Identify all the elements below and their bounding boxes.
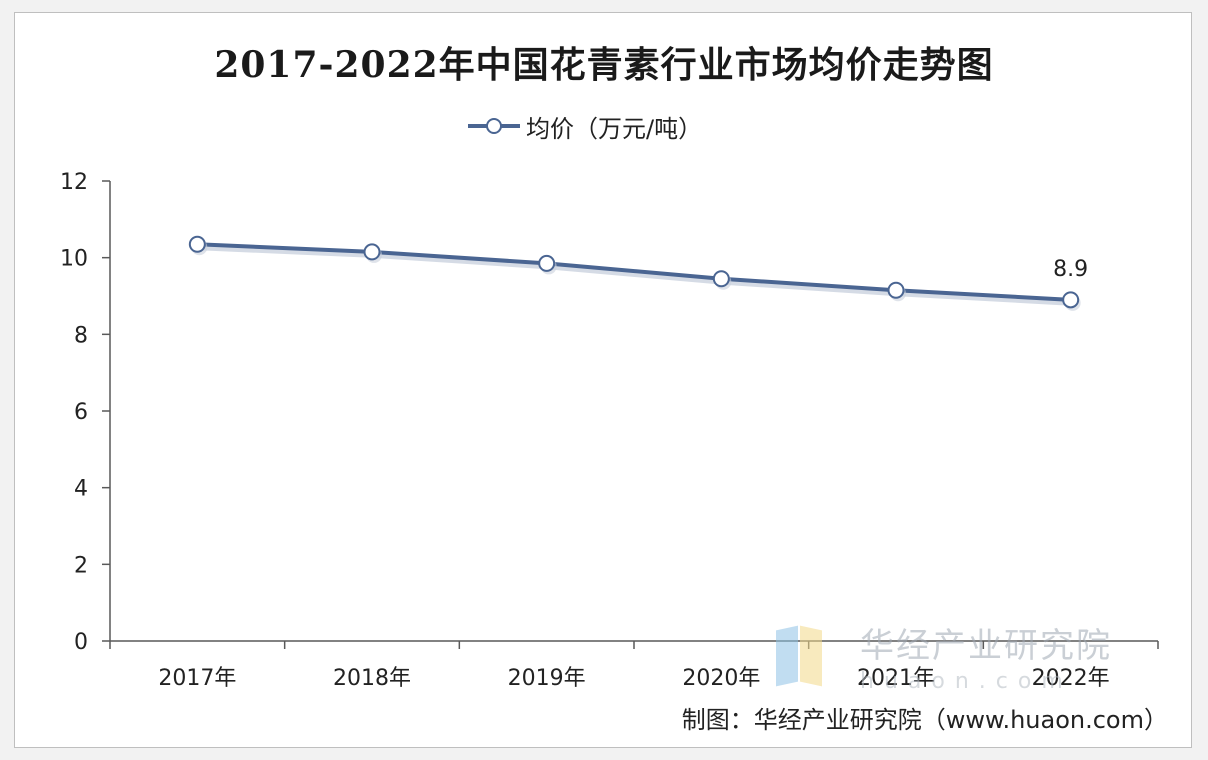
data-point: [1062, 291, 1080, 309]
y-tick-label: 2: [74, 553, 88, 578]
chart-frame: [14, 12, 1192, 748]
series-line: [197, 242, 1071, 302]
watermark-logo-icon: [776, 624, 832, 688]
y-tick-label: 12: [60, 170, 88, 195]
source-note: 制图：华经产业研究院（www.huaon.com）: [681, 706, 1168, 734]
legend: 均价（万元/吨）: [466, 110, 703, 143]
y-tick-label: 6: [74, 400, 88, 425]
x-tick-label: 2019年: [508, 666, 586, 691]
x-tick-label: 2022年: [1032, 666, 1110, 691]
x-tick-label: 2017年: [158, 666, 236, 691]
watermark: 华经产业研究院 huaon.com: [776, 618, 1112, 694]
data-point: [712, 270, 730, 288]
data-point: [887, 281, 905, 299]
y-tick-label: 8: [74, 323, 88, 348]
legend-label: 均价（万元/吨）: [526, 114, 703, 143]
x-tick-label: 2021年: [857, 666, 935, 691]
data-point: [188, 235, 206, 253]
series-line-shadow: [199, 244, 1073, 306]
legend-marker-icon: [468, 118, 520, 134]
y-tick-label: 0: [74, 630, 88, 655]
watermark-cn: 华经产业研究院: [860, 626, 1112, 666]
x-tick-label: 2018年: [333, 666, 411, 691]
y-tick-label: 10: [60, 247, 88, 272]
data-point: [538, 254, 556, 272]
data-point: [363, 243, 381, 261]
chart-title: 2017-2022年中国花青素行业市场均价走势图: [214, 44, 994, 86]
watermark-en: huaon.com: [860, 669, 1073, 694]
data-label: 8.9: [1053, 257, 1088, 282]
x-tick-label: 2020年: [682, 666, 760, 691]
y-tick-label: 4: [74, 477, 88, 502]
